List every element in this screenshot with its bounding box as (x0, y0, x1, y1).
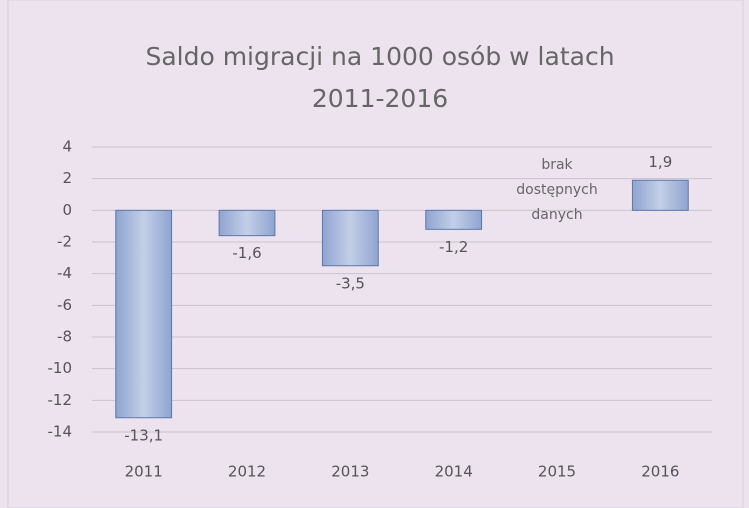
chart-frame (7, 0, 744, 508)
y-tick-label: -6 (57, 296, 72, 314)
y-tick-label: -2 (57, 233, 72, 251)
y-tick-label: -10 (48, 359, 73, 377)
value-label: -13,1 (124, 426, 163, 444)
bar (115, 209, 173, 419)
y-tick-label: -14 (48, 423, 73, 441)
x-tick-label: 2012 (228, 463, 266, 481)
bar (321, 209, 379, 267)
x-tick-label: 2015 (538, 463, 576, 481)
bar (631, 179, 689, 211)
value-label: -3,5 (336, 274, 365, 292)
y-tick-label: -8 (57, 328, 72, 346)
value-label: 1,9 (648, 153, 672, 171)
value-label: -1,2 (439, 238, 468, 256)
x-tick-label: 2013 (331, 463, 369, 481)
y-tick-label: -4 (57, 264, 72, 282)
y-tick-label: 2 (62, 169, 72, 187)
value-label: -1,6 (232, 244, 261, 262)
bar (218, 209, 276, 237)
x-tick-label: 2014 (435, 463, 473, 481)
annotation: brak dostępnych danych (516, 157, 598, 223)
chart-title: Saldo migracji na 1000 osób w latach 201… (145, 42, 615, 113)
y-tick-label: 0 (62, 201, 72, 219)
x-tick-label: 2011 (125, 463, 163, 481)
y-tick-label: -12 (48, 391, 73, 409)
y-tick-label: 4 (62, 138, 72, 156)
x-tick-label: 2016 (641, 463, 679, 481)
bar (425, 209, 483, 230)
